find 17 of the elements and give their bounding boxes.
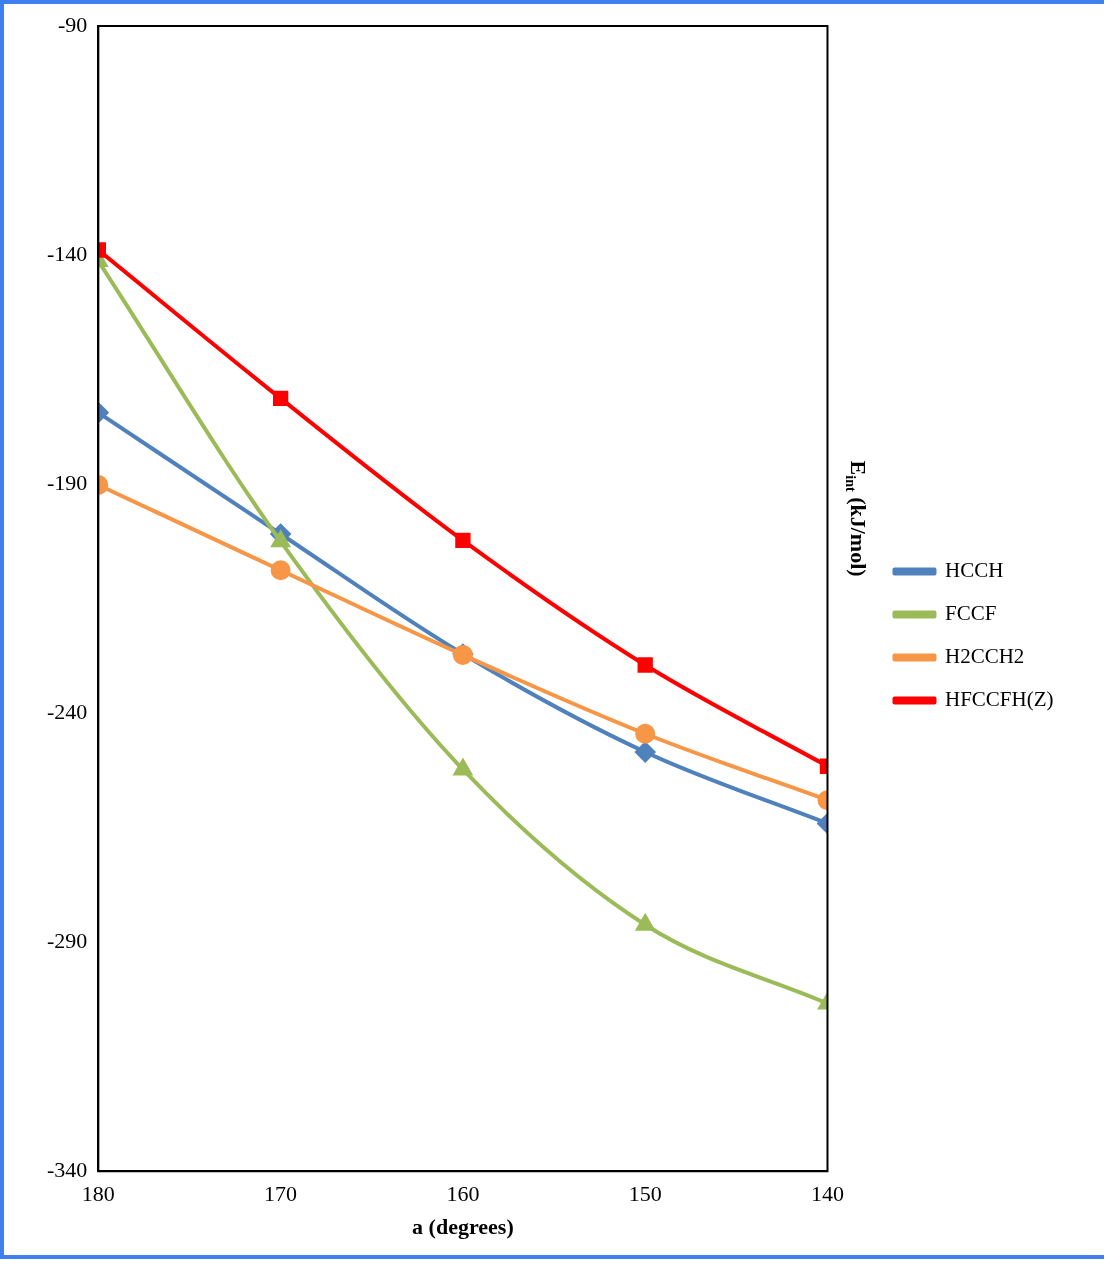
x-tick-label: 180 bbox=[81, 1181, 115, 1207]
y-tick-label: -290 bbox=[47, 927, 88, 953]
legend-label: HFCCFH(Z) bbox=[944, 687, 1065, 712]
legend-label: H2CCH2 bbox=[944, 644, 1035, 669]
y-tick-label: -140 bbox=[47, 240, 88, 266]
y-tick-label: -90 bbox=[58, 11, 88, 37]
x-tick-label: 150 bbox=[628, 1181, 662, 1207]
x-tick-label: 160 bbox=[446, 1181, 480, 1207]
legend-label: HCCH bbox=[944, 558, 1014, 583]
x-tick-label: 140 bbox=[810, 1181, 844, 1207]
y-tick-label: -340 bbox=[47, 1156, 88, 1182]
x-axis-title: a (degrees) bbox=[412, 1214, 514, 1240]
y-tick-label: -240 bbox=[47, 698, 88, 724]
x-tick-label: 170 bbox=[264, 1181, 298, 1207]
y-axis-title: Eint (kJ/mol) bbox=[843, 460, 872, 577]
y-tick-label: -190 bbox=[47, 469, 88, 495]
legend-label: FCCF bbox=[944, 601, 1007, 626]
